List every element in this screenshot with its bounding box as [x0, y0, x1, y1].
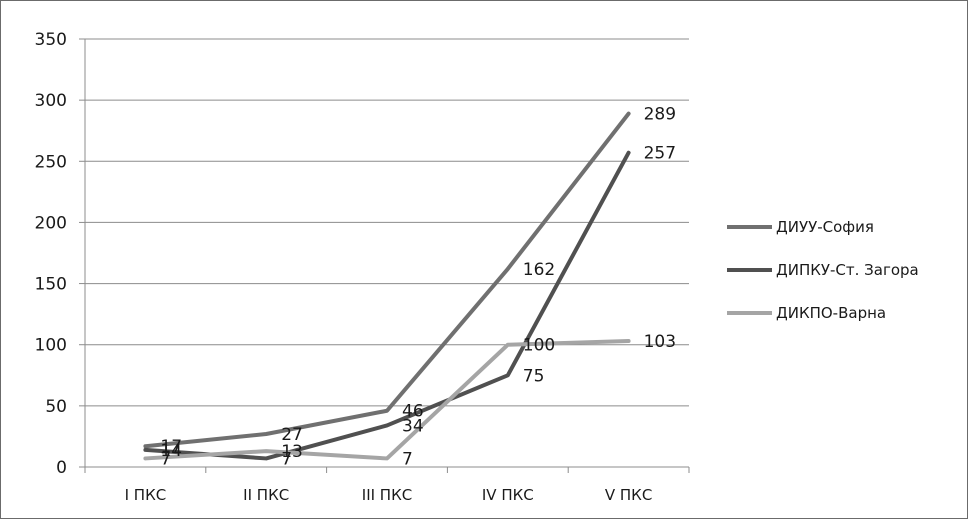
data-label: 162 — [523, 260, 555, 280]
y-tick-label: 300 — [35, 91, 67, 111]
legend-label: ДИУУ-София — [776, 218, 874, 236]
legend: ДИУУ-София ДИПКУ-Ст. Загора ДИКПО-Варна — [727, 218, 919, 322]
series-line-2 — [143, 339, 631, 461]
data-label: 257 — [644, 144, 676, 164]
x-tick-label: III ПКС — [362, 486, 412, 504]
x-tick-label: I ПКС — [125, 486, 167, 504]
data-label: 7 — [281, 449, 292, 469]
y-tick-label: 350 — [35, 30, 67, 50]
gridlines — [85, 38, 689, 407]
data-label: 7 — [402, 449, 413, 469]
legend-label: ДИПКУ-Ст. Загора — [776, 261, 919, 279]
y-tick-label: 250 — [35, 152, 67, 172]
legend-label: ДИКПО-Варна — [776, 304, 886, 322]
series-line-1 — [143, 150, 631, 461]
data-label: 7 — [160, 449, 171, 469]
data-label: 103 — [644, 332, 676, 352]
data-label: 100 — [523, 336, 555, 356]
y-tick-label: 100 — [35, 336, 67, 356]
y-tick-label: 200 — [35, 213, 67, 233]
axes: 0 50 100 150 200 250 300 350 I ПКС II ПКС III ПКС I… — [35, 30, 690, 504]
series-line-0 — [143, 111, 631, 449]
data-label: 46 — [402, 402, 424, 422]
x-tick-label: IV ПКС — [482, 486, 534, 504]
data-label: 75 — [523, 366, 545, 386]
y-tick-label: 50 — [45, 397, 67, 417]
data-label: 17 — [160, 437, 182, 457]
series-lines — [143, 111, 631, 461]
y-tick-label: 0 — [56, 458, 67, 478]
data-label: 13 — [281, 442, 303, 462]
data-label: 14 — [160, 441, 182, 461]
data-label: 27 — [281, 425, 303, 445]
data-label: 34 — [402, 416, 424, 436]
data-label: 289 — [644, 105, 676, 125]
x-tick-label: V ПКС — [605, 486, 652, 504]
x-tick-label: II ПКС — [243, 486, 289, 504]
y-tick-label: 150 — [35, 275, 67, 295]
